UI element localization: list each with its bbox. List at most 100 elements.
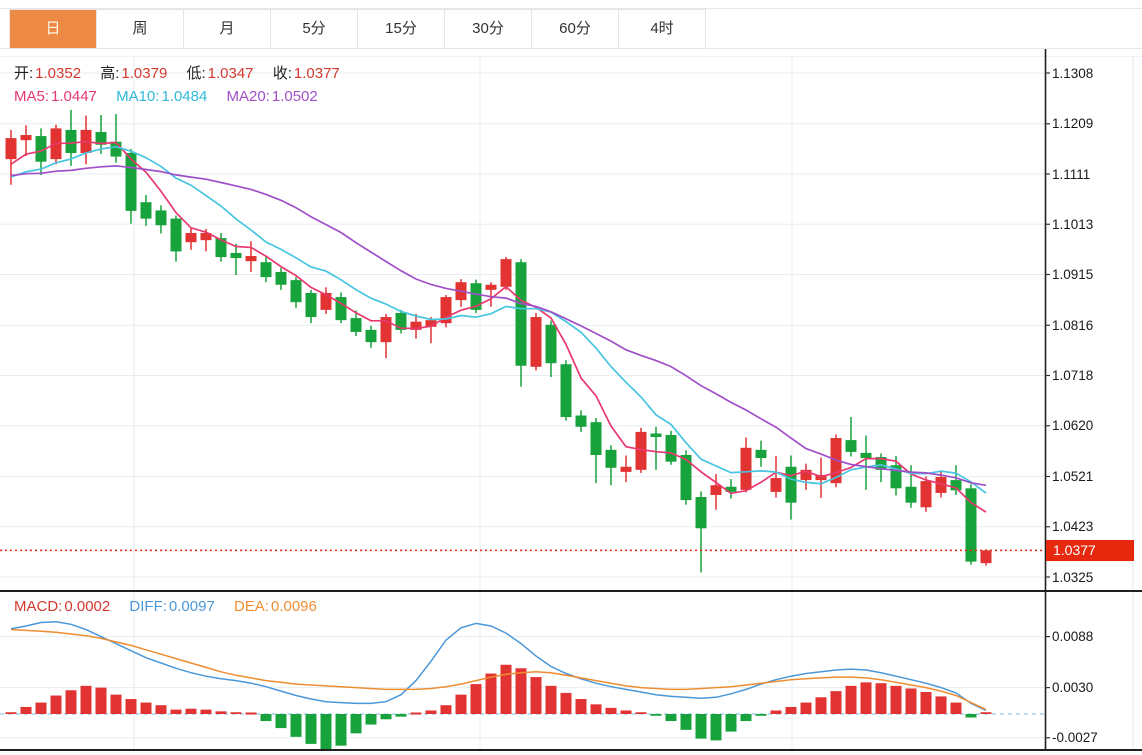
macd-bar — [590, 704, 602, 714]
macd-bar — [905, 688, 917, 714]
macd-bar — [515, 668, 527, 714]
price-tick-label: 1.0718 — [1052, 368, 1094, 383]
candle — [335, 297, 347, 321]
price-tick-label: 1.0521 — [1052, 469, 1094, 484]
dea-label: DEA: — [233, 598, 269, 615]
candle — [20, 135, 32, 141]
macd-bar — [725, 714, 737, 732]
macd-bar — [575, 699, 587, 714]
macd-bar — [710, 714, 722, 741]
macd-bar — [185, 708, 197, 714]
candle — [680, 454, 692, 501]
candle — [500, 259, 512, 287]
macd-bar — [485, 673, 497, 714]
candle — [980, 550, 992, 564]
tab-周[interactable]: 周 — [97, 10, 184, 48]
candle — [905, 486, 917, 503]
macd-bar — [5, 712, 17, 714]
candle — [875, 457, 887, 470]
candle — [440, 297, 452, 324]
candle — [305, 292, 317, 318]
macd-bar — [410, 712, 422, 715]
candle — [365, 329, 377, 343]
price-tick-label: 1.1013 — [1052, 216, 1094, 232]
macd-bar — [935, 696, 947, 714]
close-label: 收: — [272, 65, 292, 82]
candle — [215, 238, 227, 258]
candle — [200, 232, 212, 241]
candle — [65, 129, 77, 153]
candle — [605, 449, 617, 468]
candle — [425, 320, 437, 327]
candle — [785, 466, 797, 503]
candle — [530, 317, 542, 367]
macd-bar — [140, 702, 152, 714]
bottom-border — [0, 749, 1142, 751]
current-price-badge: 1.0377 — [1046, 539, 1134, 561]
candle — [560, 364, 572, 418]
macd-bar — [845, 685, 857, 714]
macd-bar — [155, 705, 167, 714]
macd-label: MACD: — [14, 598, 63, 615]
macd-bar — [65, 690, 77, 714]
candle — [350, 318, 362, 332]
ma10-line — [10, 145, 987, 494]
price-tick-label: 1.0423 — [1052, 519, 1094, 535]
candle — [35, 136, 47, 162]
close-value: 1.0377 — [293, 65, 340, 82]
tab-4时[interactable]: 4时 — [650, 20, 674, 37]
macd-bar — [170, 709, 182, 714]
tab-日[interactable]: 日 — [10, 10, 97, 48]
high-value: 1.0379 — [121, 65, 168, 82]
macd-bar — [800, 702, 812, 714]
ma-legend: MA5: 1.0447 MA10: 1.0484 MA20: 1.0502 — [14, 88, 333, 105]
macd-bar — [665, 714, 677, 722]
price-tick-label: 1.0915 — [1052, 266, 1094, 282]
candle — [230, 252, 242, 259]
tab-5分[interactable]: 5分 — [271, 10, 358, 48]
macd-bar — [950, 702, 962, 714]
macd-bar — [920, 692, 932, 714]
candle — [650, 433, 662, 438]
candle — [725, 486, 737, 492]
macd-bar — [260, 714, 272, 722]
ma20-label: MA20: — [226, 88, 270, 105]
macd-bar — [95, 687, 107, 714]
tab-月[interactable]: 月 — [184, 10, 271, 48]
ma20-line — [10, 165, 987, 487]
tab-30分[interactable]: 30分 — [445, 10, 532, 48]
dea-value: 0.0096 — [270, 598, 317, 615]
macd-bar — [890, 685, 902, 714]
candle — [770, 478, 782, 492]
chart-top-border — [0, 56, 1142, 57]
candle — [710, 485, 722, 495]
macd-bar — [50, 695, 62, 714]
price-tick-label: 1.1111 — [1052, 166, 1091, 182]
macd-bar — [875, 683, 887, 714]
candle — [575, 415, 587, 427]
macd-tick-label: 0.0030 — [1052, 680, 1094, 696]
candle — [260, 262, 272, 278]
macd-bar — [200, 709, 212, 714]
macd-bar — [635, 712, 647, 714]
candle — [755, 449, 767, 459]
candle — [125, 152, 137, 211]
candle — [665, 434, 677, 462]
candle — [380, 317, 392, 343]
candle — [950, 480, 962, 491]
dea-line — [10, 628, 987, 711]
tab-60分[interactable]: 60分 — [532, 10, 619, 48]
candle — [110, 141, 122, 157]
macd-bar — [605, 707, 617, 714]
tab-15分[interactable]: 15分 — [358, 10, 445, 48]
diff-label: DIFF: — [129, 598, 167, 615]
price-tick-label: 1.0620 — [1052, 418, 1094, 434]
header-top-border — [0, 8, 1142, 9]
candle — [140, 202, 152, 219]
candle — [410, 321, 422, 330]
candle — [935, 477, 947, 493]
macd-bar — [470, 684, 482, 714]
ma10-value: 1.0484 — [161, 88, 208, 105]
candle — [920, 481, 932, 508]
